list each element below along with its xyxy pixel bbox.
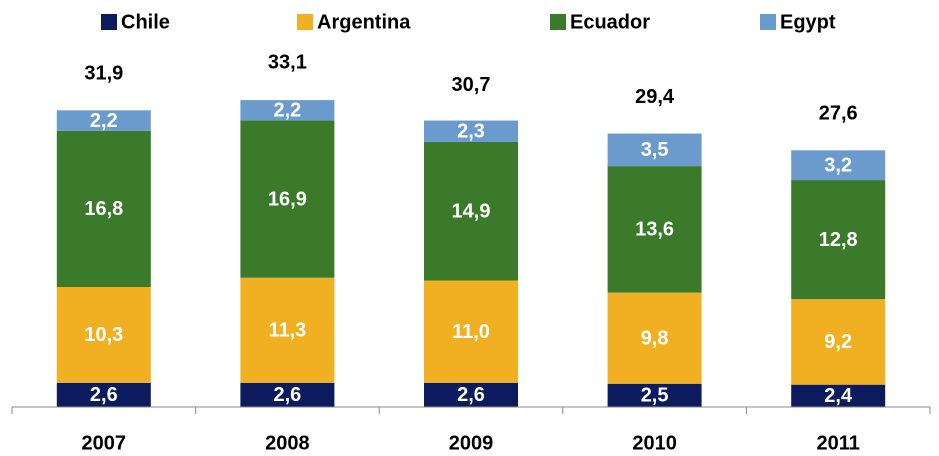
data-label: 12,8 bbox=[819, 229, 858, 251]
legend-label: Egypt bbox=[780, 11, 836, 33]
data-label: 2,6 bbox=[457, 384, 485, 406]
bar-segment bbox=[424, 120, 518, 142]
x-tick-label: 2008 bbox=[265, 432, 310, 454]
bar-segment bbox=[607, 133, 702, 167]
legend-swatch bbox=[760, 14, 776, 30]
data-label: 2,2 bbox=[90, 110, 118, 132]
legend-label: Ecuador bbox=[570, 11, 650, 33]
bar-segment bbox=[56, 382, 151, 407]
data-label: 2,6 bbox=[90, 384, 118, 406]
x-tick-label: 2007 bbox=[82, 432, 127, 454]
total-label: 33,1 bbox=[268, 51, 307, 73]
total-label: 30,7 bbox=[452, 74, 491, 96]
bar-segment bbox=[56, 130, 151, 288]
legend-label: Argentina bbox=[317, 11, 411, 33]
data-label: 3,5 bbox=[641, 139, 669, 161]
data-label: 3,2 bbox=[824, 154, 852, 176]
total-label: 29,4 bbox=[635, 86, 675, 108]
bar-segment bbox=[240, 100, 335, 121]
bar-segment bbox=[607, 292, 702, 384]
x-tick-label: 2009 bbox=[449, 432, 494, 454]
x-tick-label: 2011 bbox=[817, 432, 860, 454]
legend-label: Chile bbox=[121, 11, 170, 33]
data-label: 16,8 bbox=[84, 198, 123, 220]
data-label: 2,2 bbox=[273, 100, 301, 122]
data-label: 2,3 bbox=[457, 121, 485, 143]
data-label: 11,0 bbox=[452, 321, 490, 343]
bar-segment bbox=[791, 180, 886, 300]
x-tick-label: 2010 bbox=[632, 432, 677, 454]
bar-segment bbox=[240, 120, 335, 278]
data-label: 14,9 bbox=[452, 201, 491, 223]
total-label: 31,9 bbox=[84, 63, 123, 85]
bar-segment bbox=[791, 299, 886, 385]
data-label: 16,9 bbox=[268, 188, 307, 210]
bar-segment bbox=[791, 150, 886, 181]
total-label: 27,6 bbox=[819, 103, 858, 125]
legend-swatch bbox=[297, 14, 313, 30]
data-label: 9,8 bbox=[641, 327, 669, 349]
data-label: 11,3 bbox=[268, 320, 306, 342]
data-label: 10,3 bbox=[84, 324, 123, 346]
bar-segment bbox=[424, 382, 518, 407]
bar-segment bbox=[424, 280, 518, 383]
bar-segment bbox=[791, 384, 886, 407]
bar-segment bbox=[56, 287, 151, 383]
bar-segment bbox=[56, 110, 151, 131]
bar-segment bbox=[240, 382, 335, 407]
data-label: 2,6 bbox=[273, 384, 301, 406]
bar-segment bbox=[240, 277, 335, 383]
data-label: 13,6 bbox=[635, 219, 674, 241]
data-label: 2,5 bbox=[641, 385, 669, 407]
bar-segment bbox=[424, 141, 518, 281]
legend-swatch bbox=[550, 14, 566, 30]
data-label: 2,4 bbox=[824, 385, 853, 407]
data-label: 9,2 bbox=[824, 331, 852, 353]
legend-swatch bbox=[101, 14, 117, 30]
bar-segment bbox=[607, 383, 702, 407]
bar-segment bbox=[607, 166, 702, 293]
